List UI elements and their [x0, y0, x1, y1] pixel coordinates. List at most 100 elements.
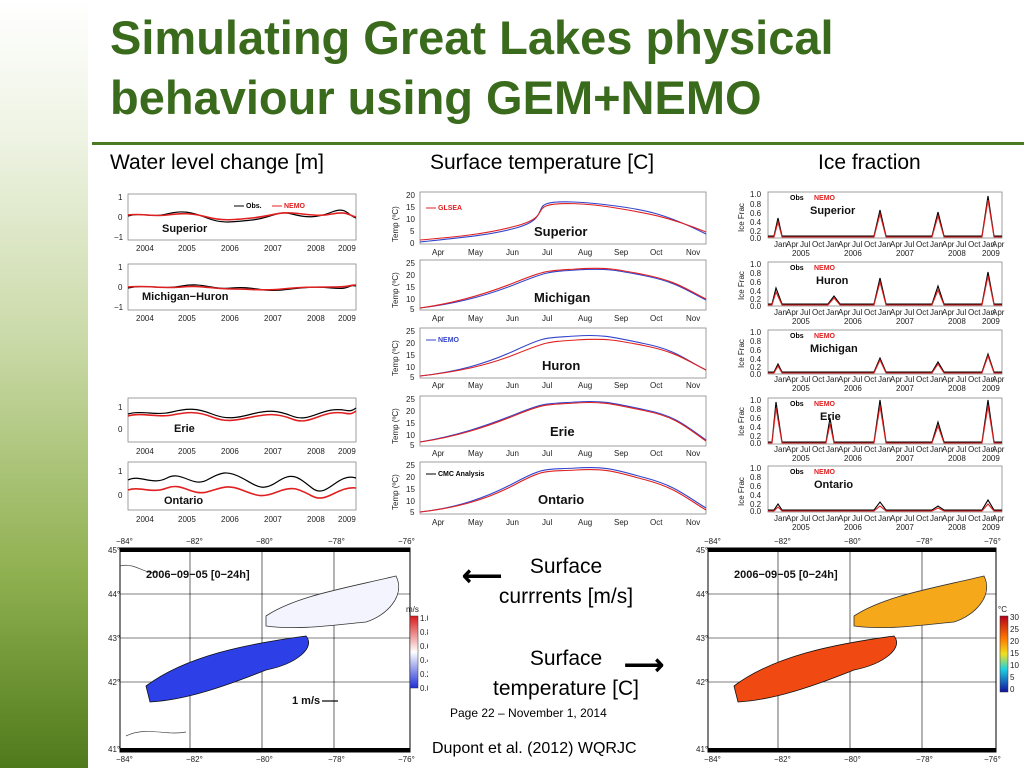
ytick-label: 5 [410, 373, 415, 382]
ytick-label: 0.2 [750, 432, 762, 441]
ytick-label: 20 [406, 407, 415, 416]
month-tick: Oct [864, 445, 877, 454]
xtick-label: 2004 [136, 447, 154, 456]
month-tick: Jan [878, 514, 891, 523]
ice-fraction-panel-ontario: Ice Frac 1.0 0.8 0.6 0.4 0.2 0.0 Obs NEM… [734, 462, 1006, 532]
month-tick: Jul [800, 308, 810, 317]
colorbar-tick: 0.8 [420, 628, 428, 637]
month-tick: Jan [878, 375, 891, 384]
ytick-label: 10 [406, 431, 415, 440]
ytick-axis-title: Temp (ºC) [391, 408, 400, 444]
month-tick: Oct [864, 240, 877, 249]
obs-line [768, 352, 1002, 373]
caption-line: Surface [529, 555, 603, 578]
month-tick: Apr [432, 248, 445, 257]
lat-tick: 42° [108, 678, 120, 687]
ytick-axis-title: Temp (ºC) [391, 474, 400, 510]
month-tick: Oct [968, 375, 981, 384]
colorbar-tick: 20 [1010, 637, 1019, 646]
month-tick: Jan [982, 308, 995, 317]
water-level-panel-ontario: 1 0 Ontario 2004 2005 2006 2007 2008 200… [112, 458, 360, 526]
month-tick: Oct [650, 381, 663, 390]
ytick-label: 0.8 [750, 405, 762, 414]
lon-tick: −78° [916, 755, 933, 764]
lat-tick: 43° [696, 634, 708, 643]
arrow-right-icon: ⟶ [624, 649, 665, 680]
year-tick: 2005 [792, 317, 810, 326]
lat-tick: 41° [108, 745, 120, 754]
lat-tick: 41° [696, 745, 708, 754]
month-tick: Jul [956, 445, 966, 454]
month-tick: Jul [800, 445, 810, 454]
lon-tick: −76° [398, 537, 415, 546]
lake-erie-shape [733, 635, 897, 703]
year-tick: 2005 [792, 384, 810, 392]
model-line [768, 199, 1002, 238]
month-tick: Apr [786, 375, 799, 384]
month-tick: Oct [650, 248, 663, 257]
lake-label: Superior [162, 223, 208, 235]
month-tick: Oct [968, 445, 981, 454]
month-tick: Jan [982, 514, 995, 523]
legend-obs: Obs [790, 401, 804, 408]
ytick-label: 0 [118, 491, 123, 500]
slide-title-line-1: Simulating Great Lakes physical [110, 11, 834, 64]
column-header-surface-temp: Surface temperature [C] [430, 151, 655, 174]
ytick-label: 0.4 [750, 491, 762, 500]
lon-tick: −80° [256, 755, 273, 764]
month-tick: Sep [614, 248, 629, 257]
lake-label: Michigan−Huron [142, 291, 229, 303]
month-tick: Jul [542, 248, 552, 257]
month-tick: Jan [930, 240, 943, 249]
legend-model: NEMO [814, 401, 836, 408]
month-tick: Jul [956, 375, 966, 384]
ytick-label: 5 [410, 441, 415, 450]
legend-obs: Obs [790, 333, 804, 340]
month-tick: Apr [786, 308, 799, 317]
xtick-label: 2005 [178, 314, 196, 323]
ytick-label: 0.2 [750, 227, 762, 236]
year-tick: 2009 [982, 384, 1000, 392]
month-tick: Jul [852, 445, 862, 454]
xtick-label: 2007 [264, 244, 282, 253]
ytick-label: 0.4 [750, 287, 762, 296]
ytick-label: 0 [118, 213, 123, 222]
axis-title: Ice Frac [737, 203, 746, 232]
xtick-label: 2006 [221, 515, 239, 524]
month-tick: Jan [878, 308, 891, 317]
xtick-label: 2009 [338, 515, 356, 524]
year-tick: 2005 [792, 523, 810, 532]
obs-line [127, 209, 357, 223]
colorbar-tick: 0 [1010, 685, 1015, 694]
xtick-label: 2004 [136, 515, 154, 524]
obs-line [127, 472, 357, 492]
month-tick: Apr [432, 314, 445, 323]
model-line [127, 485, 357, 499]
month-tick: Jul [542, 518, 552, 527]
month-tick: Oct [812, 308, 825, 317]
colorbar-tick: 1.0 [420, 614, 428, 623]
xtick-label: 2006 [221, 314, 239, 323]
lon-tick: −76° [984, 537, 1001, 546]
ytick-label: 1.0 [750, 328, 762, 337]
surface-temp-panel-michigan: Temp (ºC) 25 20 15 10 5 Michigan Apr May… [386, 256, 708, 324]
month-tick: May [468, 518, 483, 527]
lon-tick: −78° [916, 537, 933, 546]
lon-tick: −80° [844, 755, 861, 764]
month-tick: Apr [838, 445, 851, 454]
xtick-label: 2004 [136, 314, 154, 323]
lon-tick: −78° [328, 537, 345, 546]
month-tick: Jul [542, 449, 552, 458]
month-tick: Apr [890, 308, 903, 317]
ytick-label: −1 [114, 233, 124, 242]
ytick-label: 0.0 [750, 234, 762, 243]
month-tick: Oct [812, 240, 825, 249]
month-tick: Jan [826, 375, 839, 384]
colorbar-tick: 0.2 [420, 670, 428, 679]
lake-label: Erie [820, 411, 841, 423]
lake-label: Erie [550, 424, 575, 439]
ytick-label: 1 [118, 193, 123, 202]
legend-model: NEMO [814, 333, 836, 340]
colorbar-tick: 5 [1010, 673, 1015, 682]
ytick-label: 20 [406, 191, 415, 200]
